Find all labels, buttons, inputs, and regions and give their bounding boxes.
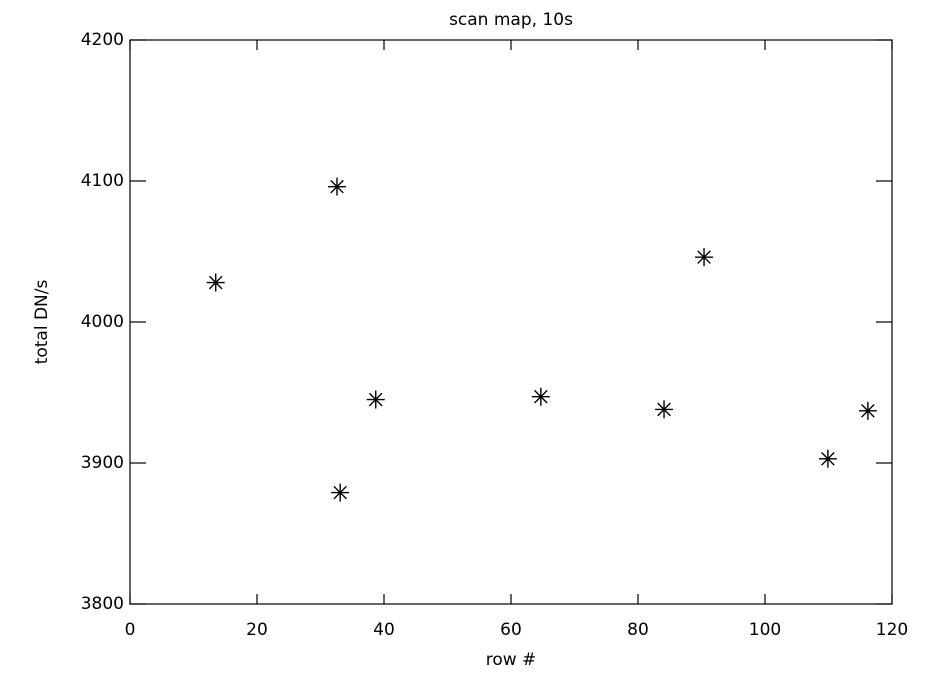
- y-tick-label: 3900: [81, 453, 124, 473]
- x-tick-label: 100: [749, 620, 781, 640]
- marker: [655, 400, 674, 419]
- x-tick-label: 80: [627, 620, 649, 640]
- x-tick-label: 40: [373, 620, 395, 640]
- y-tick-label: 3800: [81, 594, 124, 614]
- marker: [858, 401, 877, 420]
- y-tick-label: 4200: [81, 30, 124, 50]
- x-axis-label: row #: [486, 650, 537, 670]
- marker: [366, 390, 385, 409]
- marker: [695, 248, 714, 267]
- plot-frame: [129, 39, 893, 605]
- y-tick-label: 4100: [81, 171, 124, 191]
- x-tick-label: 60: [500, 620, 522, 640]
- x-tick-label: 0: [125, 620, 136, 640]
- marker: [531, 387, 550, 406]
- marker: [206, 273, 225, 292]
- marker: [328, 177, 347, 196]
- y-axis-label: total DN/s: [32, 280, 52, 365]
- marker: [818, 449, 837, 468]
- x-tick-label: 120: [876, 620, 908, 640]
- marker: [331, 483, 350, 502]
- x-tick-label: 20: [246, 620, 268, 640]
- y-tick-label: 4000: [81, 312, 124, 332]
- chart-title: scan map, 10s: [449, 10, 573, 30]
